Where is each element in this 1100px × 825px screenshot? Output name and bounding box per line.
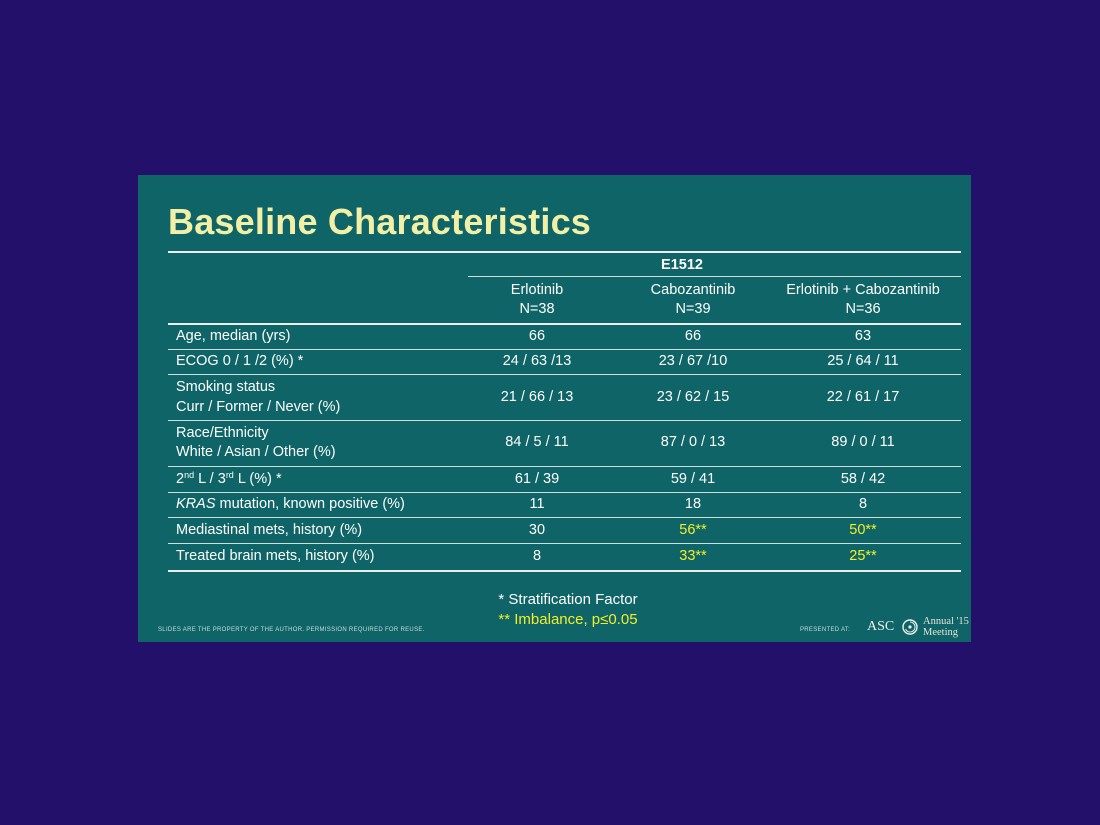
cell-smoking-combination: 22 / 61 / 17 [826, 389, 900, 405]
line-mid: L / 3 [194, 471, 226, 487]
asco-logo-icon [902, 619, 918, 635]
cell-ecog-combination: 25 / 64 / 11 [827, 353, 899, 369]
col-n-erlotinib: N=38 [519, 301, 555, 317]
cell-mediastinal-combination: 50** [849, 522, 877, 538]
row-divider [168, 517, 961, 518]
col-header-erlotinib: Erlotinib [510, 282, 564, 298]
cell-kras-combination: 8 [858, 496, 868, 512]
row-sublabel-smoking: Curr / Former / Never (%) [176, 399, 341, 415]
footnote-stratification: * Stratification Factor [498, 591, 638, 608]
cell-race-erlotinib: 84 / 5 / 11 [505, 434, 569, 450]
row-label-smoking: Smoking status [176, 379, 276, 395]
cell-kras-erlotinib: 11 [529, 496, 545, 512]
asco-wordmark: ASC [867, 619, 895, 634]
cell-brain-combination: 25** [849, 548, 877, 564]
cell-brain-cabozantinib: 33** [679, 548, 707, 564]
annual-line-2: Meeting [923, 627, 958, 638]
disclaimer: SLIDES ARE THE PROPERTY OF THE AUTHOR. P… [158, 627, 425, 633]
slide: Baseline Characteristics E1512 Erlotinib… [138, 175, 971, 642]
row-label-ecog: ECOG 0 / 1 /2 (%) * [176, 353, 304, 369]
cell-race-cabozantinib: 87 / 0 / 13 [660, 434, 726, 450]
cell-mediastinal-cabozantinib: 56** [679, 522, 707, 538]
row-label-line: 2nd L / 3rd L (%) * [176, 470, 282, 489]
row-divider [168, 420, 961, 421]
line-nd-sup: nd [184, 470, 195, 480]
table-bottom-rule [168, 570, 961, 572]
cell-ecog-cabozantinib: 23 / 67 /10 [658, 353, 728, 369]
row-divider [168, 466, 961, 467]
cell-age-cabozantinib: 66 [684, 328, 702, 344]
cell-mediastinal-erlotinib: 30 [528, 522, 546, 538]
presented-at-label: PRESENTED AT: [800, 627, 851, 633]
kras-rest: mutation, known positive (%) [215, 496, 405, 512]
line-2: 2 [176, 471, 185, 487]
line-end: L (%) * [233, 471, 282, 487]
annual-meeting-label: Annual '15 Meeting [923, 616, 969, 638]
annual-line-1: Annual '15 [923, 616, 969, 627]
row-label-age: Age, median (yrs) [176, 328, 291, 344]
row-divider [168, 349, 961, 350]
cell-brain-erlotinib: 8 [532, 548, 542, 564]
cell-smoking-cabozantinib: 23 / 62 / 15 [656, 389, 730, 405]
row-sublabel-race: White / Asian / Other (%) [176, 444, 336, 460]
col-n-cabozantinib: N=39 [675, 301, 711, 317]
table-top-rule [168, 251, 961, 253]
header-bottom-rule [168, 323, 961, 325]
row-label-brain: Treated brain mets, history (%) [176, 548, 375, 564]
cell-line-cabozantinib: 59 / 41 [670, 471, 716, 487]
cell-age-combination: 63 [854, 328, 872, 344]
kras-italic: KRAS [176, 496, 216, 512]
row-divider [168, 543, 961, 544]
study-rule [468, 276, 961, 277]
row-divider [168, 374, 961, 375]
cell-age-erlotinib: 66 [528, 328, 546, 344]
footnote-imbalance: ** Imbalance, p≤0.05 [498, 611, 638, 628]
row-label-mediastinal: Mediastinal mets, history (%) [176, 522, 363, 538]
cell-smoking-erlotinib: 21 / 66 / 13 [500, 389, 574, 405]
line-rd-sup: rd [225, 470, 234, 480]
row-divider [168, 492, 961, 493]
col-n-combination: N=36 [845, 301, 881, 317]
cell-line-erlotinib: 61 / 39 [514, 471, 560, 487]
cell-line-combination: 58 / 42 [840, 471, 886, 487]
row-label-kras: KRAS mutation, known positive (%) [176, 495, 405, 514]
col-header-cabozantinib: Cabozantinib [650, 282, 736, 298]
cell-ecog-erlotinib: 24 / 63 /13 [502, 353, 572, 369]
slide-title: Baseline Characteristics [168, 201, 592, 242]
study-header: E1512 [661, 257, 703, 273]
cell-kras-cabozantinib: 18 [684, 496, 702, 512]
cell-race-combination: 89 / 0 / 11 [831, 434, 895, 450]
row-label-race: Race/Ethnicity [176, 425, 269, 441]
col-header-combination: Erlotinib + Cabozantinib [786, 282, 940, 298]
